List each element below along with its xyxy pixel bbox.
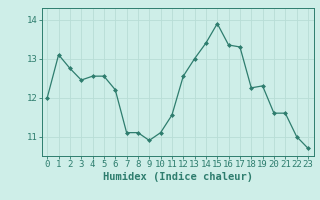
X-axis label: Humidex (Indice chaleur): Humidex (Indice chaleur)	[103, 172, 252, 182]
